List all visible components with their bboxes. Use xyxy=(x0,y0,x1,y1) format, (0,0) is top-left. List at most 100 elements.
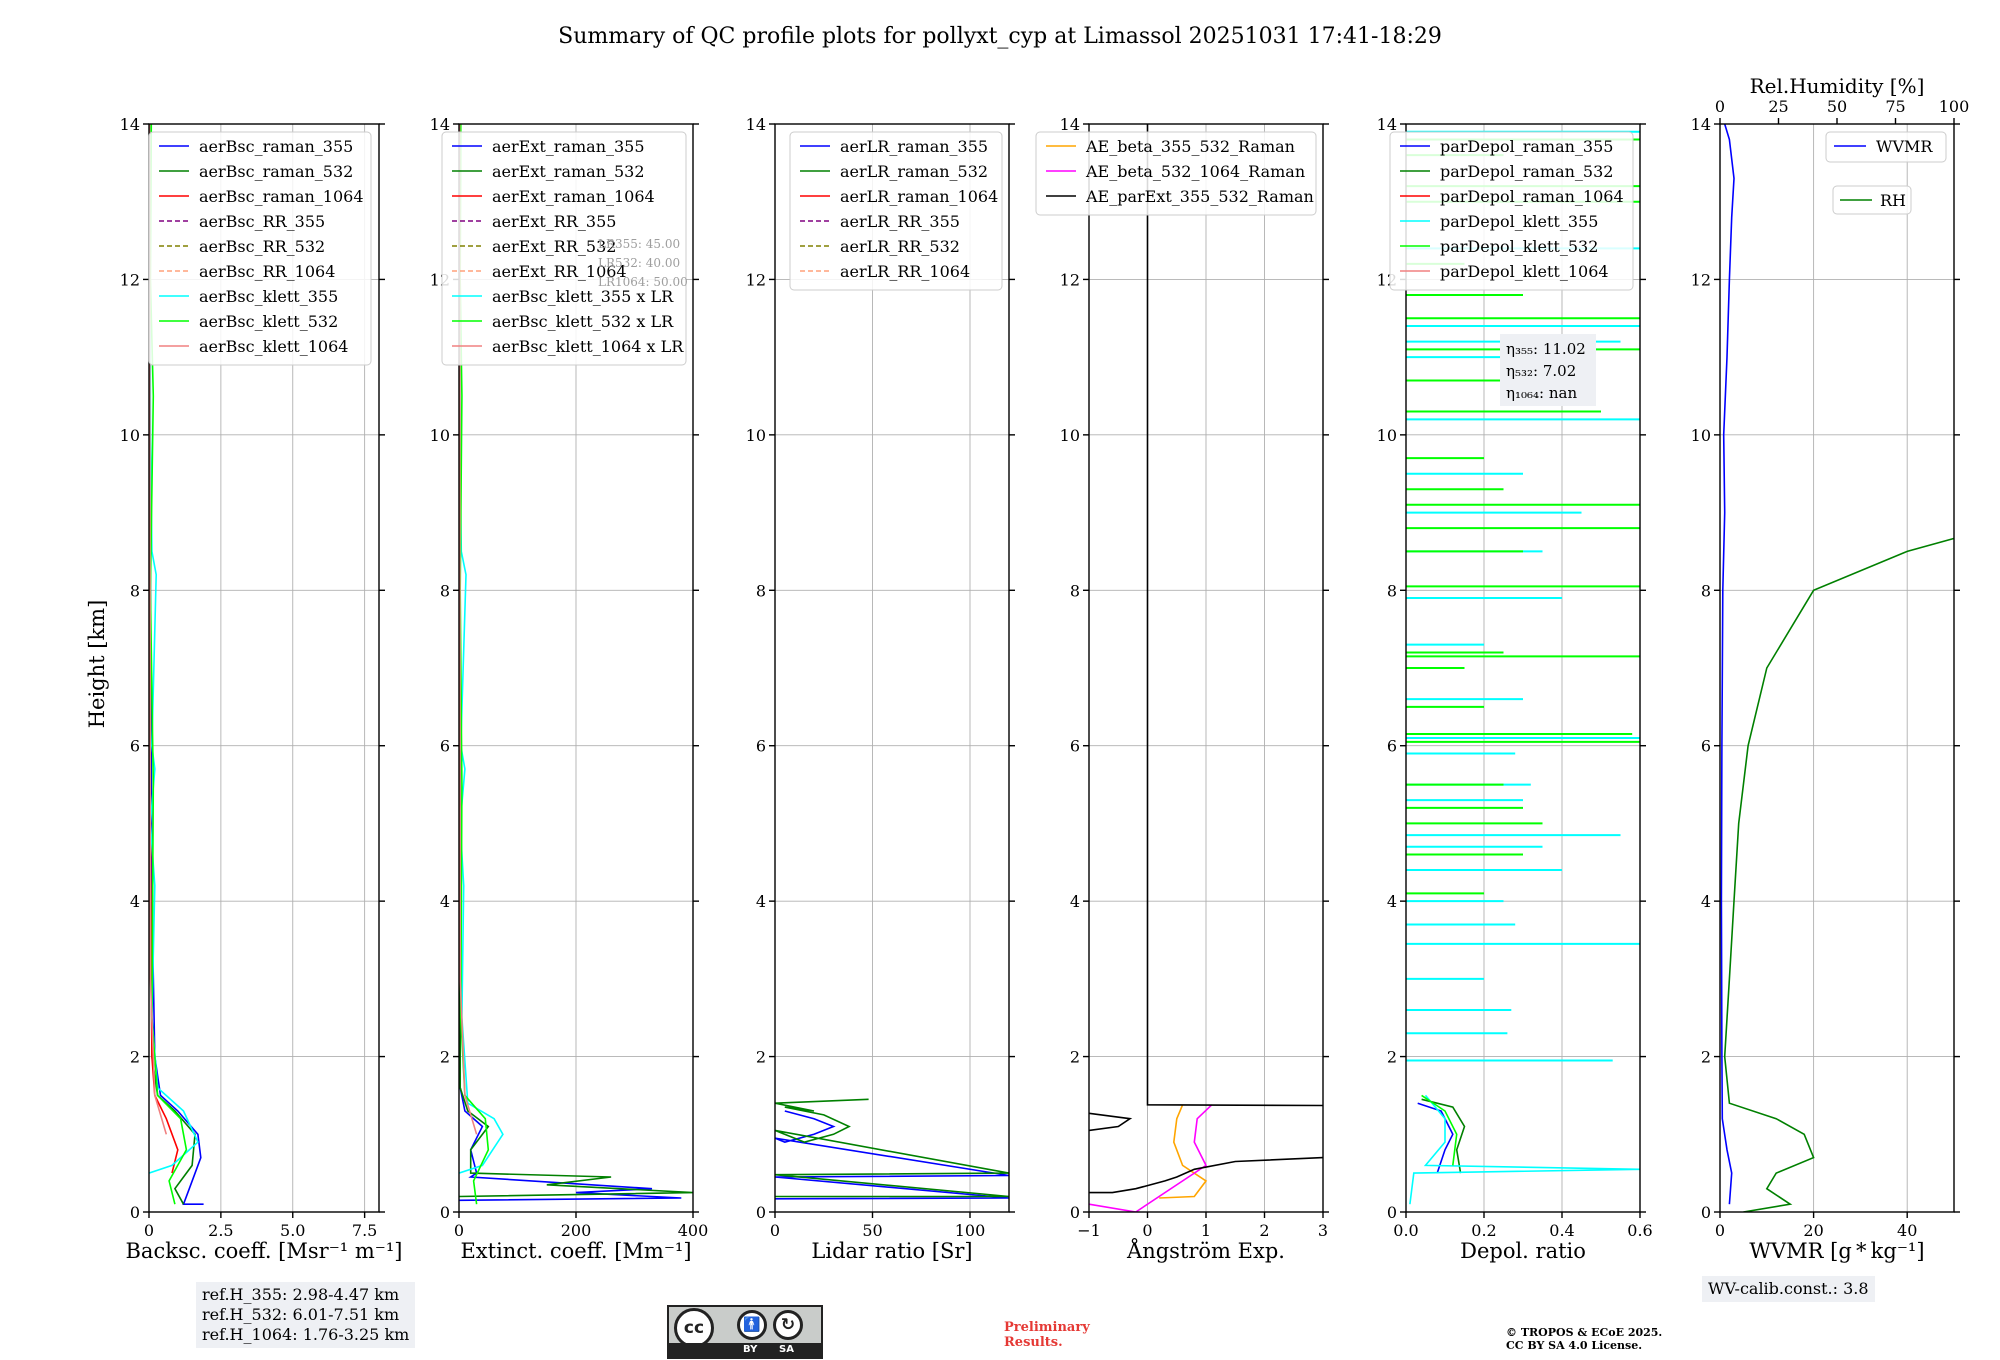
legend-entry: aerBsc_klett_1064 xyxy=(199,337,348,356)
legend-frame xyxy=(148,131,372,366)
legend-entry: aerLR_RR_355 xyxy=(840,212,960,231)
ytick-label: 8 xyxy=(130,581,140,600)
y-axis-label: Height [km] xyxy=(85,600,109,729)
ytick-label: 6 xyxy=(1387,737,1397,756)
legend-entry: aerBsc_raman_532 xyxy=(199,162,353,181)
ytick-label: 2 xyxy=(440,1048,450,1067)
legend-entry: AE_beta_355_532_Raman xyxy=(1085,137,1295,156)
grid-ae xyxy=(1088,123,1324,1213)
ytick-label: 14 xyxy=(1691,115,1711,134)
legend-entry: aerBsc_klett_1064 x LR xyxy=(492,337,684,356)
ref-height-532: ref.H_532: 6.01-7.51 km xyxy=(202,1305,400,1324)
ytick-label: 14 xyxy=(1377,115,1397,134)
by-label: BY xyxy=(743,1344,758,1355)
panel-frame xyxy=(1405,123,1641,1213)
series-AE_parExt_355_532_Raman xyxy=(1146,124,1323,1107)
xtick-label: 0.6 xyxy=(1627,1221,1652,1240)
legend-entry: aerLR_raman_355 xyxy=(840,137,988,156)
panel-frame xyxy=(774,123,1010,1213)
lr-note: LR532: 40.00 xyxy=(598,256,680,270)
ref-height-1064: ref.H_1064: 1.76-3.25 km xyxy=(202,1325,410,1344)
xtick-label: 20 xyxy=(1803,1221,1823,1240)
lr-note: LR1064: 50.00 xyxy=(598,275,688,289)
legend-frame-wvmr xyxy=(1825,131,1947,163)
legend-entry: aerLR_RR_532 xyxy=(840,237,960,256)
ytick-label: 0 xyxy=(1387,1203,1397,1222)
ytick-label: 0 xyxy=(130,1203,140,1222)
ytick-label: 12 xyxy=(1060,270,1080,289)
series-parDepol_klett_532 xyxy=(1421,1094,1458,1166)
legend-frame xyxy=(1389,131,1634,291)
ytick-label: 0 xyxy=(756,1203,766,1222)
xtick-label: 40 xyxy=(1897,1221,1917,1240)
series-AE_parExt_355_532_Raman xyxy=(1089,1112,1133,1132)
plot-area-bsc xyxy=(149,124,204,1205)
xtick-label: 2 xyxy=(1259,1221,1269,1240)
ytick-label: 4 xyxy=(440,892,450,911)
legend-entry: aerBsc_klett_532 x LR xyxy=(492,312,674,331)
series-parDepol_klett_355 xyxy=(1409,1094,1640,1205)
legend-entry: aerBsc_RR_1064 xyxy=(199,262,335,281)
legend-depol: parDepol_raman_355 parDepol_raman_532 parD… xyxy=(1389,131,1634,291)
xtick-label: 0.2 xyxy=(1471,1221,1496,1240)
ytick-label: 6 xyxy=(1701,737,1711,756)
series-aerLR_raman_355 xyxy=(775,1110,1009,1200)
ytick-label: 8 xyxy=(1701,581,1711,600)
series-AE_beta_532_1064_Raman xyxy=(1089,1104,1213,1212)
legend-entry: parDepol_klett_532 xyxy=(1440,237,1598,256)
legend-entry: aerBsc_klett_532 xyxy=(199,312,338,331)
legend-entry: aerExt_raman_532 xyxy=(492,162,645,181)
xtick-label: 1 xyxy=(1201,1221,1211,1240)
legend-entry: aerExt_RR_1064 xyxy=(492,262,627,281)
ytick-label: 12 xyxy=(120,270,140,289)
ytick-label: 12 xyxy=(746,270,766,289)
plot-area-wv xyxy=(1720,124,1954,1212)
series-parDepol_raman_532 xyxy=(1421,1098,1466,1174)
legend-entry: AE_beta_532_1064_Raman xyxy=(1085,162,1305,181)
plot-area-depol xyxy=(1406,130,1640,1205)
legend-bsc: aerBsc_raman_355 aerBsc_raman_532 aerBsc_r… xyxy=(148,131,372,366)
plot-area-ae xyxy=(1089,124,1323,1212)
xtick-label: 0 xyxy=(770,1221,780,1240)
ytick-label: 0 xyxy=(440,1203,450,1222)
legend-frame xyxy=(1035,131,1317,216)
xtick-label: 0.0 xyxy=(1393,1221,1418,1240)
series-AE_parExt_355_532_Raman xyxy=(1089,1156,1323,1194)
top-xtick-label: 50 xyxy=(1827,97,1847,116)
plot-area-lr xyxy=(775,1098,1009,1200)
legend-entry: parDepol_klett_1064 xyxy=(1440,262,1609,281)
x-axis-label-lr: Lidar ratio [Sr] xyxy=(811,1239,972,1263)
legend-entry: aerExt_RR_532 xyxy=(492,237,616,256)
x-axis-label-wv: WVMR [g * kg⁻¹] xyxy=(1749,1239,1924,1263)
x-axis-label-ext: Extinct. coeff. [Mm⁻¹] xyxy=(460,1239,691,1263)
cc-by-sa-badge: cc 🚹 ↻ BY SA xyxy=(667,1305,823,1359)
legend-entry: aerBsc_RR_355 xyxy=(199,212,325,231)
ytick-label: 4 xyxy=(1387,892,1397,911)
legend-entry: aerBsc_raman_1064 xyxy=(199,187,364,206)
figure-title: Summary of QC profile plots for pollyxt_… xyxy=(558,24,1442,49)
series-parDepol_raman_355 xyxy=(1417,1102,1454,1174)
legend-entry: aerLR_RR_1064 xyxy=(840,262,970,281)
top-xtick-label: 0 xyxy=(1715,97,1725,116)
series-aerLR_raman_532 xyxy=(775,1098,1009,1198)
legend-entry: parDepol_raman_532 xyxy=(1440,162,1613,181)
sa-share-icon: ↻ xyxy=(773,1310,803,1340)
ytick-label: 8 xyxy=(756,581,766,600)
legend-entry: aerBsc_raman_355 xyxy=(199,137,353,156)
panel-frame xyxy=(148,123,380,1213)
ref-heights-box: ref.H_355: 2.98-4.47 km ref.H_532: 6.01-7… xyxy=(196,1282,416,1348)
eta-box: η₃₅₅: 11.02 η₅₃₂: 7.02 η₁₀₆₄: nan xyxy=(1500,334,1596,406)
ytick-label: 2 xyxy=(130,1048,140,1067)
xtick-label: 0 xyxy=(454,1221,464,1240)
ytick-label: 4 xyxy=(756,892,766,911)
wv-calib-box: WV-calib.const.: 3.8 xyxy=(1702,1276,1875,1302)
xtick-label: 7.5 xyxy=(352,1221,377,1240)
series-AE_beta_355_532_Raman xyxy=(1159,1104,1208,1199)
lr-note: LR355: 45.00 xyxy=(598,237,680,251)
ytick-label: 6 xyxy=(1070,737,1080,756)
